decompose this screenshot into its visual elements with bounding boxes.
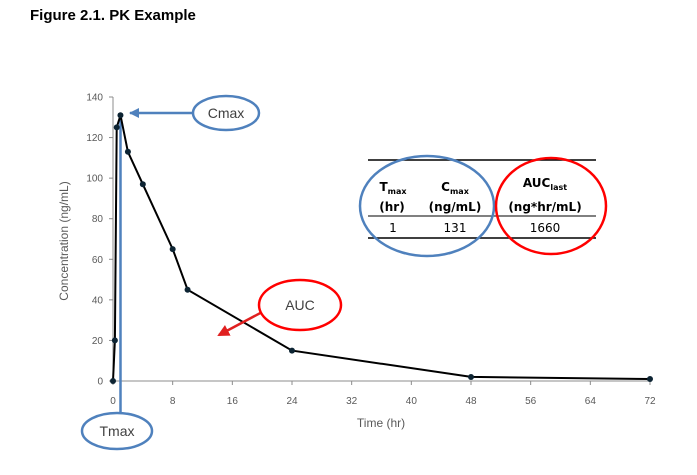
y-tick-label: 0 xyxy=(97,377,103,388)
data-point xyxy=(139,181,146,188)
data-point xyxy=(169,246,176,253)
data-point xyxy=(110,378,116,384)
figure-title: Figure 2.1. PK Example xyxy=(30,7,196,24)
tmax-unit: (hr) xyxy=(379,200,404,214)
data-point xyxy=(184,286,191,293)
pk-summary-table: Tmax (hr) Cmax (ng/mL) AUClast (ng*hr/mL… xyxy=(358,154,608,258)
y-tick-label: 20 xyxy=(92,336,104,347)
x-tick-label: 24 xyxy=(286,396,298,407)
x-tick-label: 16 xyxy=(227,396,239,407)
tmax-callout-ellipse xyxy=(80,411,154,451)
y-tick-label: 60 xyxy=(92,255,104,266)
x-tick-label: 40 xyxy=(406,396,418,407)
x-tick-label: 8 xyxy=(170,396,176,407)
cmax-unit: (ng/mL) xyxy=(429,200,482,214)
auc-unit: (ng*hr/mL) xyxy=(508,200,581,214)
tmax-value: 1 xyxy=(389,221,397,235)
x-tick-label: 32 xyxy=(346,396,358,407)
auc-header: AUClast xyxy=(523,176,567,192)
y-tick-label: 120 xyxy=(86,133,103,144)
auc-callout-ellipse xyxy=(257,278,343,332)
y-tick-label: 40 xyxy=(92,295,104,306)
y-tick-label: 100 xyxy=(86,174,103,185)
auc-highlight-ellipse xyxy=(494,156,608,256)
data-point xyxy=(647,375,653,382)
cmax-callout-label: Cmax xyxy=(208,105,245,121)
tmax-callout-label: Tmax xyxy=(100,423,135,439)
x-axis-label: Time (hr) xyxy=(357,416,405,430)
tmax-header: Tmax xyxy=(379,180,407,196)
x-tick-label: 64 xyxy=(585,396,597,407)
x-tick-label: 0 xyxy=(110,396,116,407)
cmax-header: Cmax xyxy=(441,180,470,196)
tmax-cmax-highlight-ellipse xyxy=(358,154,496,258)
data-point xyxy=(111,337,118,344)
data-point xyxy=(117,112,124,119)
x-tick-label: 72 xyxy=(644,396,656,407)
auc-callout-label: AUC xyxy=(285,297,315,313)
auc-value: 1660 xyxy=(530,221,561,235)
data-point xyxy=(113,124,120,131)
data-point xyxy=(468,373,474,380)
x-tick-label: 56 xyxy=(525,396,537,407)
y-axis-label: Concentration (ng/mL) xyxy=(57,181,71,300)
cmax-value: 131 xyxy=(444,221,467,235)
data-point xyxy=(289,347,295,354)
y-tick-label: 80 xyxy=(92,214,104,225)
cmax-callout-ellipse xyxy=(191,94,261,132)
y-tick-label: 140 xyxy=(86,93,103,104)
concentration-line xyxy=(112,115,651,382)
data-point xyxy=(124,148,131,155)
auc-arrow xyxy=(217,308,267,337)
x-tick-label: 48 xyxy=(465,396,477,407)
